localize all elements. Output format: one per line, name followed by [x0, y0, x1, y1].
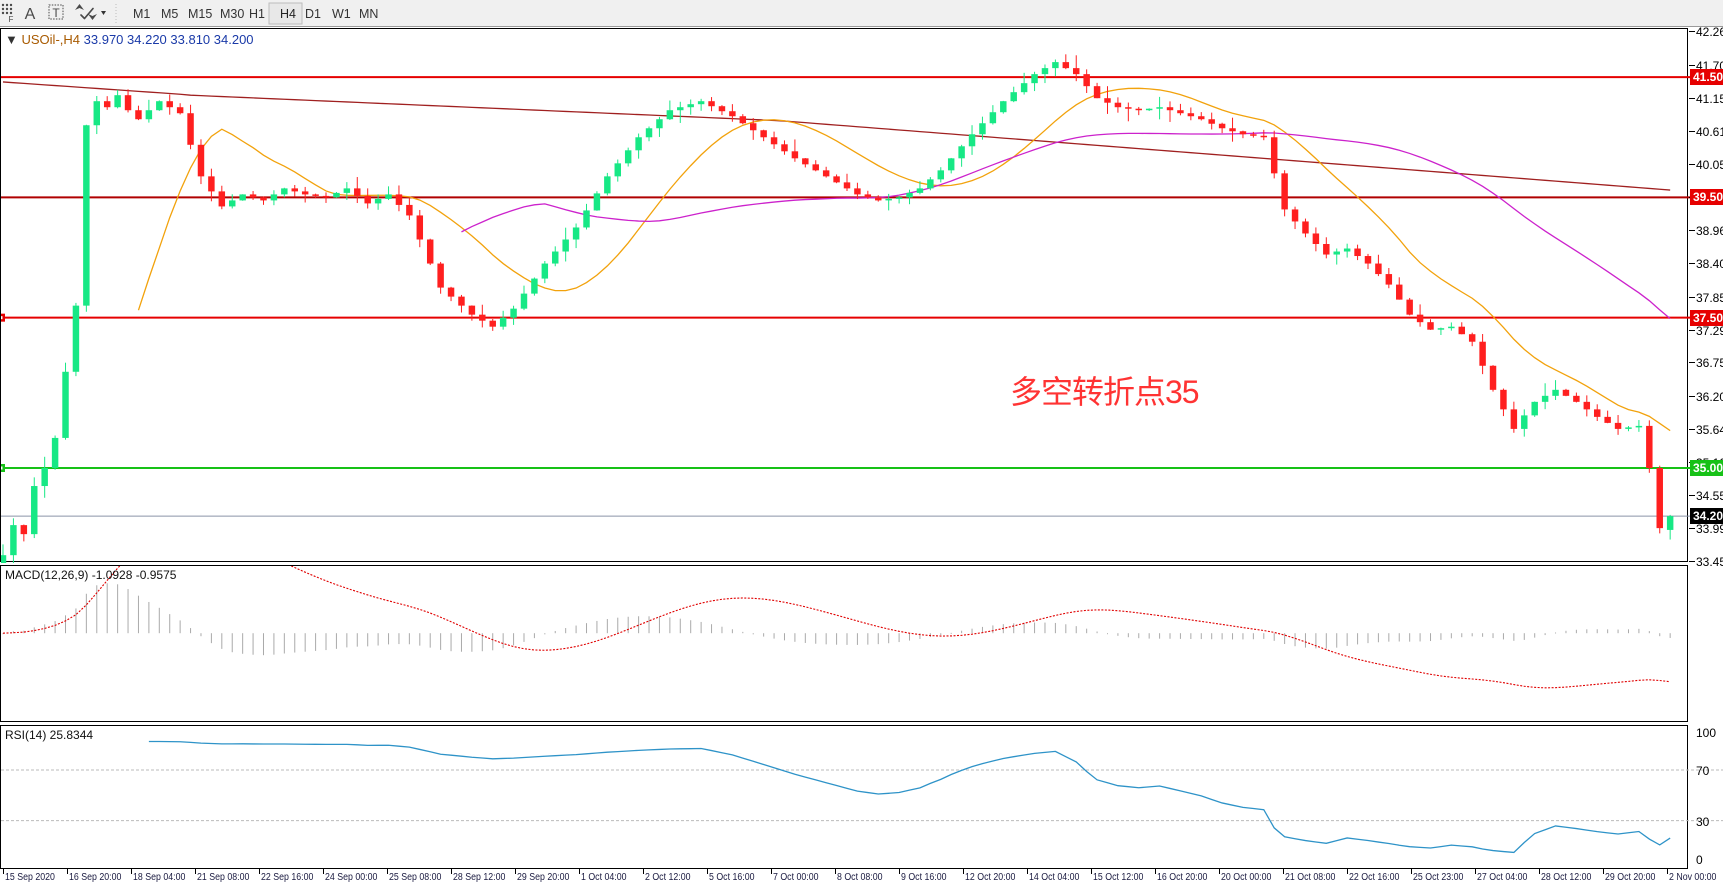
svg-text:T: T	[52, 6, 60, 20]
svg-text:W1: W1	[332, 7, 351, 21]
svg-text:A: A	[25, 6, 36, 23]
svg-text:H4: H4	[280, 7, 296, 21]
svg-text:F: F	[9, 15, 14, 24]
svg-text:M30: M30	[220, 7, 244, 21]
svg-text:H1: H1	[249, 7, 265, 21]
svg-text:M5: M5	[161, 7, 178, 21]
svg-text:D1: D1	[305, 7, 321, 21]
svg-text:M15: M15	[188, 7, 212, 21]
svg-text:M1: M1	[133, 7, 150, 21]
svg-text:MN: MN	[359, 7, 378, 21]
